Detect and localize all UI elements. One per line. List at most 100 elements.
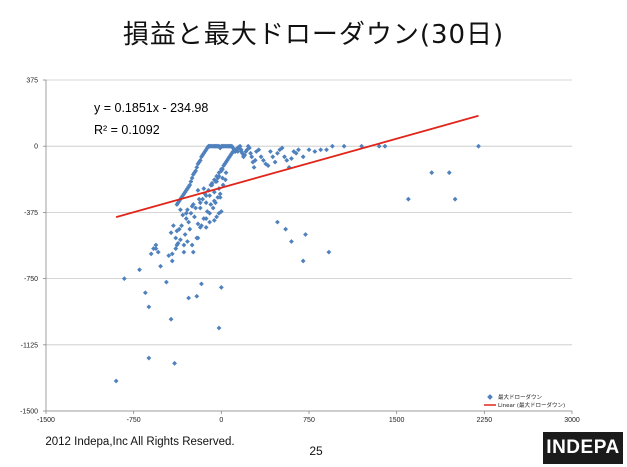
trendline bbox=[115, 114, 479, 218]
data-point bbox=[289, 156, 294, 161]
x-tick-label: 1500 bbox=[389, 417, 405, 424]
data-point bbox=[326, 249, 332, 255]
data-points bbox=[113, 143, 481, 384]
data-point bbox=[179, 223, 184, 229]
data-point bbox=[171, 223, 176, 229]
data-point bbox=[211, 217, 217, 223]
slide-title: 損益と最大ドローダウン(30日) bbox=[122, 20, 505, 50]
data-point bbox=[218, 285, 224, 290]
data-point bbox=[168, 316, 174, 322]
data-point bbox=[153, 246, 159, 251]
data-point bbox=[181, 242, 187, 248]
data-point bbox=[324, 147, 329, 153]
data-point bbox=[476, 143, 481, 149]
data-point bbox=[289, 239, 294, 244]
data-point bbox=[241, 152, 246, 158]
trendline-equation: y = 0.1851x - 234.98 bbox=[94, 101, 208, 115]
data-point bbox=[214, 214, 220, 220]
data-point bbox=[246, 145, 252, 151]
data-point bbox=[189, 242, 195, 248]
data-point bbox=[178, 207, 183, 213]
data-point bbox=[300, 258, 306, 264]
data-point bbox=[282, 154, 287, 160]
footer-copyright: 2012 Indepa,Inc All Rights Reserved. bbox=[45, 436, 235, 448]
data-point bbox=[192, 214, 197, 220]
data-point bbox=[452, 196, 458, 202]
trendline-series bbox=[115, 114, 479, 218]
data-point bbox=[284, 157, 290, 163]
data-point bbox=[193, 205, 199, 211]
data-point bbox=[446, 170, 452, 176]
data-point bbox=[199, 281, 204, 287]
data-point bbox=[300, 154, 306, 160]
data-point bbox=[207, 219, 213, 225]
data-point bbox=[223, 170, 229, 176]
legend-marker-points bbox=[487, 394, 493, 400]
data-point bbox=[169, 251, 175, 257]
data-point bbox=[178, 237, 183, 243]
data-point bbox=[185, 239, 190, 244]
data-point bbox=[168, 230, 174, 236]
data-point bbox=[265, 163, 271, 169]
data-point bbox=[341, 143, 347, 149]
data-point bbox=[251, 164, 257, 170]
data-point bbox=[203, 225, 209, 230]
company-logo: INDEPA bbox=[543, 432, 623, 464]
data-point bbox=[190, 249, 196, 255]
data-point bbox=[275, 219, 280, 225]
data-point bbox=[197, 200, 203, 206]
chart-axes bbox=[43, 79, 573, 414]
data-point bbox=[155, 249, 161, 255]
data-point bbox=[296, 147, 301, 153]
data-point bbox=[216, 325, 222, 331]
data-point bbox=[256, 147, 262, 153]
data-point bbox=[146, 304, 152, 310]
data-point bbox=[270, 154, 276, 160]
data-point bbox=[186, 219, 192, 225]
chart-legend: 最大ドローダウン Linear (最大ドローダウン) bbox=[484, 393, 565, 409]
scatter-chart: -1500 -750 0 750 1500 2250 3000 3750-375-750-1… bbox=[20, 78, 580, 425]
data-point bbox=[376, 143, 382, 149]
data-point bbox=[210, 205, 216, 211]
x-tick-labels: -1500 -750 0 750 1500 2250 3000 bbox=[37, 417, 580, 424]
y-tick-label: 0 bbox=[34, 144, 38, 151]
data-point bbox=[203, 216, 209, 221]
x-tick-label: -750 bbox=[127, 417, 141, 424]
data-point bbox=[201, 186, 207, 191]
y-tick-label: -1125 bbox=[21, 342, 38, 349]
data-point bbox=[146, 355, 152, 361]
legend-label-points: 最大ドローダウン bbox=[498, 393, 543, 401]
y-tick-label: -1500 bbox=[20, 409, 38, 416]
y-tick-labels: 375 0 -375 -750 -1125 -1500 bbox=[20, 78, 38, 416]
data-point bbox=[186, 295, 192, 301]
y-tick-label: 375 bbox=[26, 78, 38, 85]
data-point bbox=[306, 147, 312, 153]
data-point bbox=[188, 210, 194, 216]
data-point bbox=[261, 157, 266, 163]
y-tick-label: -375 bbox=[24, 210, 38, 217]
data-point bbox=[169, 258, 175, 264]
data-point bbox=[181, 249, 187, 255]
data-point bbox=[382, 143, 388, 149]
data-point bbox=[137, 267, 142, 273]
page-number: 25 bbox=[309, 444, 323, 458]
data-point bbox=[213, 200, 218, 206]
data-point bbox=[194, 293, 200, 299]
data-point bbox=[429, 170, 435, 176]
data-point bbox=[187, 226, 193, 232]
data-point bbox=[293, 150, 299, 156]
data-point bbox=[258, 154, 264, 160]
data-point bbox=[182, 232, 188, 237]
data-point bbox=[312, 149, 318, 154]
data-point bbox=[405, 196, 411, 202]
data-point bbox=[158, 263, 163, 269]
data-point bbox=[195, 187, 201, 193]
y-tick-label: -750 bbox=[24, 276, 38, 283]
data-point bbox=[142, 290, 148, 296]
data-point bbox=[172, 360, 177, 366]
data-point bbox=[318, 147, 324, 153]
data-point bbox=[203, 200, 209, 206]
data-point bbox=[279, 145, 285, 151]
data-point bbox=[223, 159, 229, 165]
x-tick-label: 750 bbox=[303, 417, 315, 424]
